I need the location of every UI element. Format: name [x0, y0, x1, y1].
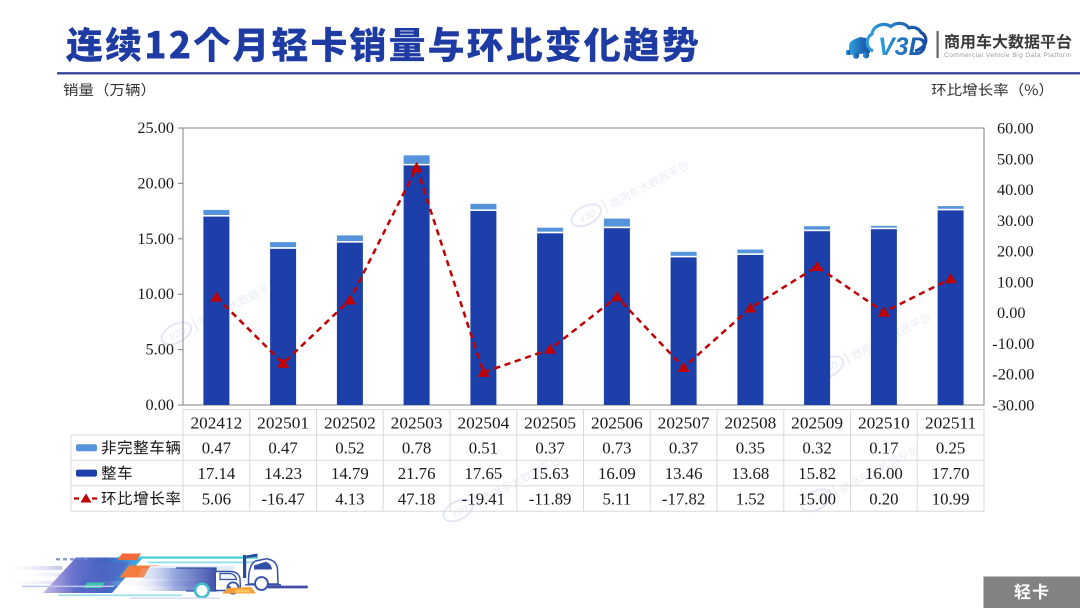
svg-text:0.47: 0.47 — [268, 439, 297, 458]
svg-text:0.00: 0.00 — [146, 395, 175, 414]
svg-text:5.11: 5.11 — [603, 490, 632, 509]
svg-text:202508: 202508 — [724, 413, 776, 432]
svg-text:202503: 202503 — [391, 413, 443, 432]
svg-text:17.70: 17.70 — [932, 464, 970, 483]
svg-text:202511: 202511 — [925, 413, 976, 432]
svg-text:0.37: 0.37 — [535, 439, 564, 458]
svg-text:5.06: 5.06 — [202, 490, 231, 509]
svg-text:40.00: 40.00 — [997, 180, 1034, 199]
svg-text:16.00: 16.00 — [865, 464, 903, 483]
svg-text:-20.00: -20.00 — [992, 365, 1034, 384]
svg-text:0.47: 0.47 — [202, 439, 231, 458]
svg-text:0.51: 0.51 — [469, 439, 498, 458]
svg-text:10.99: 10.99 — [932, 490, 970, 509]
svg-text:0.00: 0.00 — [997, 303, 1026, 322]
svg-text:20.00: 20.00 — [137, 173, 174, 192]
svg-text:0.35: 0.35 — [736, 439, 765, 458]
svg-text:0.32: 0.32 — [802, 439, 831, 458]
svg-text:0.25: 0.25 — [936, 439, 965, 458]
svg-text:-10.00: -10.00 — [992, 334, 1034, 353]
svg-text:V3D: V3D — [167, 325, 188, 342]
svg-text:202412: 202412 — [190, 413, 242, 432]
svg-text:0.17: 0.17 — [869, 439, 898, 458]
svg-text:1.52: 1.52 — [736, 490, 765, 509]
svg-text:202502: 202502 — [324, 413, 376, 432]
svg-text:0.73: 0.73 — [602, 439, 631, 458]
svg-text:25.00: 25.00 — [137, 118, 174, 137]
svg-text:15.00: 15.00 — [137, 229, 174, 248]
svg-text:-17.82: -17.82 — [662, 490, 705, 509]
svg-text:V3D: V3D — [878, 33, 927, 61]
svg-text:0.78: 0.78 — [402, 439, 431, 458]
svg-text:202504: 202504 — [457, 413, 509, 432]
svg-text:47.18: 47.18 — [398, 490, 436, 509]
svg-text:0.20: 0.20 — [869, 490, 898, 509]
svg-text:5.00: 5.00 — [146, 340, 175, 359]
svg-text:21.76: 21.76 — [398, 464, 436, 483]
svg-text:-19.41: -19.41 — [462, 490, 505, 509]
svg-text:15.82: 15.82 — [798, 464, 836, 483]
svg-text:15.63: 15.63 — [531, 464, 569, 483]
svg-text:0.52: 0.52 — [335, 439, 364, 458]
svg-text:14.23: 14.23 — [264, 464, 302, 483]
svg-text:10.00: 10.00 — [137, 284, 174, 303]
svg-text:14.79: 14.79 — [331, 464, 369, 483]
svg-text:15.00: 15.00 — [798, 490, 836, 509]
svg-text:50.00: 50.00 — [997, 149, 1034, 168]
svg-text:202501: 202501 — [257, 413, 309, 432]
svg-text:0.37: 0.37 — [669, 439, 698, 458]
svg-text:Commercial Vehicle Big Data Pl: Commercial Vehicle Big Data Platform — [944, 52, 1072, 59]
svg-text:202510: 202510 — [858, 413, 910, 432]
svg-text:17.14: 17.14 — [198, 464, 236, 483]
svg-text:13.68: 13.68 — [732, 464, 770, 483]
svg-text:-11.89: -11.89 — [529, 490, 572, 509]
svg-text:10.00: 10.00 — [997, 272, 1034, 291]
svg-text:60.00: 60.00 — [997, 119, 1034, 138]
svg-text:202507: 202507 — [658, 413, 710, 432]
svg-text:202509: 202509 — [791, 413, 843, 432]
svg-text:-16.47: -16.47 — [261, 490, 304, 509]
svg-text:16.09: 16.09 — [598, 464, 636, 483]
svg-text:4.13: 4.13 — [335, 490, 364, 509]
svg-text:13.46: 13.46 — [665, 464, 703, 483]
svg-text:202506: 202506 — [591, 413, 643, 432]
svg-text:20.00: 20.00 — [997, 242, 1034, 261]
svg-text:17.65: 17.65 — [465, 464, 503, 483]
svg-text:30.00: 30.00 — [997, 211, 1034, 230]
svg-text:V3D: V3D — [577, 207, 598, 224]
svg-text:-30.00: -30.00 — [992, 396, 1034, 415]
svg-text:202505: 202505 — [524, 413, 576, 432]
